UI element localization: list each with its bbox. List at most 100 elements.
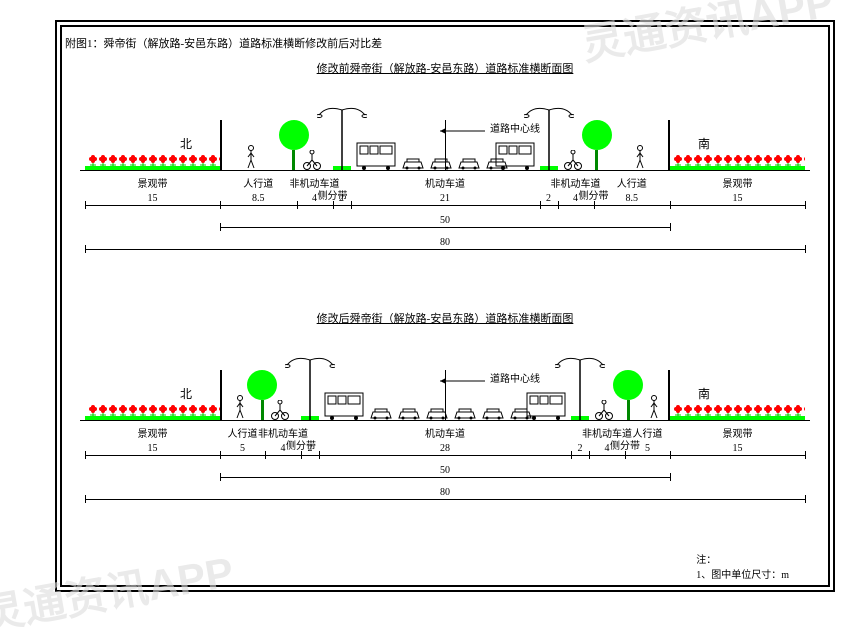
- section1-title: 修改前舜帝街（解放路-安邑东路）道路标准横断面图: [60, 60, 830, 76]
- dim-value: 4: [558, 193, 594, 204]
- dim-value: 8.5: [220, 193, 297, 204]
- dim-line: [670, 205, 805, 206]
- compass-south-2: 南: [698, 385, 710, 402]
- dim-line: [540, 205, 558, 206]
- bus-icon: [495, 142, 535, 170]
- dim-line: [594, 205, 671, 206]
- dim-line: [220, 455, 265, 456]
- bus-icon: [526, 392, 566, 420]
- compass-north-1: 北: [180, 135, 192, 152]
- tree-icon: [613, 370, 643, 420]
- car-icon: [453, 408, 477, 420]
- bus-icon: [324, 392, 364, 420]
- dim-value: 4: [589, 443, 625, 454]
- centerline-label-2: 道路中心线: [490, 370, 540, 385]
- dim-line: [558, 205, 594, 206]
- car-icon: [369, 408, 393, 420]
- dim-tick: [805, 451, 806, 459]
- dim-line: [589, 455, 625, 456]
- zone-label: 景观带: [708, 175, 768, 190]
- tree-icon: [582, 120, 612, 170]
- grass-strip: [670, 166, 805, 170]
- grass-strip: [670, 416, 805, 420]
- dim-tick: [805, 245, 806, 253]
- dim-line: [85, 499, 805, 500]
- dim-tick: [805, 201, 806, 209]
- dim-tick: [670, 223, 671, 231]
- dim-value: 8.5: [594, 193, 671, 204]
- note-title: 注：: [696, 551, 789, 566]
- bus-icon: [356, 142, 396, 170]
- zone-label: 机动车道: [415, 175, 475, 190]
- dim-value: 15: [85, 193, 220, 204]
- dim-line: [85, 205, 220, 206]
- dim-tick: [670, 473, 671, 481]
- dim-line: [319, 455, 571, 456]
- zone-label: 景观带: [708, 425, 768, 440]
- wall-left-2: [220, 370, 222, 420]
- pedestrian-icon: [236, 395, 244, 420]
- dim-value: 80: [85, 487, 805, 498]
- dim-value: 50: [220, 465, 670, 476]
- dim-line: [351, 205, 540, 206]
- dim-line: [571, 455, 589, 456]
- dim-tick: [805, 495, 806, 503]
- dim-value: 15: [670, 193, 805, 204]
- dim-value: 50: [220, 215, 670, 226]
- zone-label: 机动车道: [415, 425, 475, 440]
- car-icon: [397, 408, 421, 420]
- wall-left-1: [220, 120, 222, 170]
- dim-line: [85, 455, 220, 456]
- section2-title: 修改后舜帝街（解放路-安邑东路）道路标准横断面图: [60, 310, 830, 326]
- dim-value: 2: [571, 443, 589, 454]
- centerline-label-1: 道路中心线: [490, 120, 540, 135]
- section-after: 修改后舜帝街（解放路-安邑东路）道路标准横断面图 北 南 道路中心线 景观带 人行…: [60, 310, 830, 550]
- dim-line: [301, 455, 319, 456]
- ground-line-1: [80, 170, 810, 171]
- dim-line: [670, 455, 805, 456]
- zone-label: 人行道: [618, 425, 678, 440]
- section-before: 修改前舜帝街（解放路-安邑东路）道路标准横断面图 北 南 道路中心线 景观带 人行…: [60, 60, 830, 300]
- dim-value: 4: [297, 193, 333, 204]
- grass-strip: [85, 166, 220, 170]
- pedestrian-icon: [636, 145, 644, 170]
- header-text: 附图1：舜帝街（解放路-安邑东路）道路标准横断修改前后对比差: [65, 35, 382, 51]
- zone-labels-2: 景观带人行道非机动车道侧分带机动车道非机动车道侧分带人行道景观带: [60, 425, 830, 445]
- dim-line: [85, 249, 805, 250]
- dim-value: 5: [220, 443, 265, 454]
- dim-value: 21: [351, 193, 540, 204]
- dim-line: [265, 455, 301, 456]
- dim-value: 15: [85, 443, 220, 454]
- pedestrian-icon: [247, 145, 255, 170]
- dim-value: 4: [265, 443, 301, 454]
- dim-value: 2: [333, 193, 351, 204]
- zone-label: 景观带: [123, 175, 183, 190]
- dim-line: [297, 205, 333, 206]
- dim-line: [625, 455, 670, 456]
- dim-line: [220, 205, 297, 206]
- dim-value: 2: [301, 443, 319, 454]
- dim-line: [333, 205, 351, 206]
- zone-label: 人行道: [602, 175, 662, 190]
- zone-label: 人行道: [228, 175, 288, 190]
- car-icon: [481, 408, 505, 420]
- compass-north-2: 北: [180, 385, 192, 402]
- dim-value: 2: [540, 193, 558, 204]
- compass-south-1: 南: [698, 135, 710, 152]
- pedestrian-icon: [650, 395, 658, 420]
- note-block: 注： 1、图中单位尺寸：m: [696, 551, 789, 581]
- dim-line: [220, 227, 670, 228]
- dim-value: 15: [670, 443, 805, 454]
- car-icon: [457, 158, 481, 170]
- dim-value: 28: [319, 443, 571, 454]
- car-icon: [401, 158, 425, 170]
- note-line-1: 1、图中单位尺寸：m: [696, 566, 789, 581]
- ground-line-2: [80, 420, 810, 421]
- zone-label: 景观带: [123, 425, 183, 440]
- grass-strip: [85, 416, 220, 420]
- zone-labels-1: 景观带人行道非机动车道侧分带机动车道非机动车道侧分带人行道景观带: [60, 175, 830, 195]
- car-icon: [429, 158, 453, 170]
- dim-line: [220, 477, 670, 478]
- dim-value: 5: [625, 443, 670, 454]
- dim-value: 80: [85, 237, 805, 248]
